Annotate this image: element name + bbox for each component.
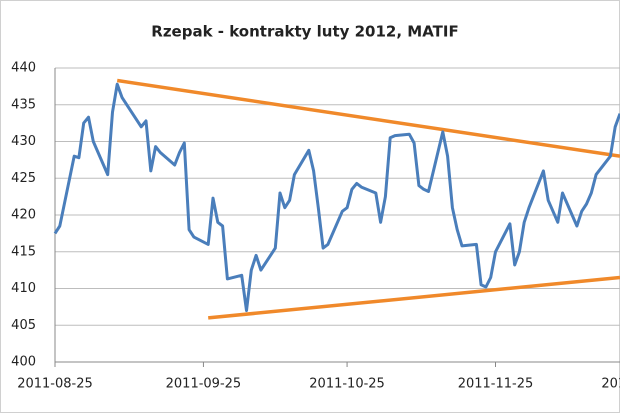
x-tick-label: 2011-10-25 xyxy=(309,377,385,392)
y-tick-label: 405 xyxy=(11,318,36,333)
y-tick-label: 410 xyxy=(11,281,36,296)
y-tick-label: 400 xyxy=(11,355,36,370)
y-tick-label: 440 xyxy=(11,61,36,76)
y-tick-label: 435 xyxy=(11,97,36,112)
chart-title: Rzepak - kontrakty luty 2012, MATIF xyxy=(151,23,458,41)
x-tick-label: 2011-12-25 xyxy=(601,377,620,392)
trend-line xyxy=(116,78,620,158)
y-tick-label: 420 xyxy=(11,208,36,223)
x-tick-label: 2011-09-25 xyxy=(166,377,242,392)
x-tick-label: 2011-11-25 xyxy=(458,377,534,392)
y-tick-label: 415 xyxy=(11,244,36,259)
y-tick-label: 425 xyxy=(11,171,36,186)
series-line xyxy=(53,82,620,313)
y-tick-label: 430 xyxy=(11,134,36,149)
x-tick-label: 2011-08-25 xyxy=(17,377,93,392)
trend-line xyxy=(208,275,620,320)
